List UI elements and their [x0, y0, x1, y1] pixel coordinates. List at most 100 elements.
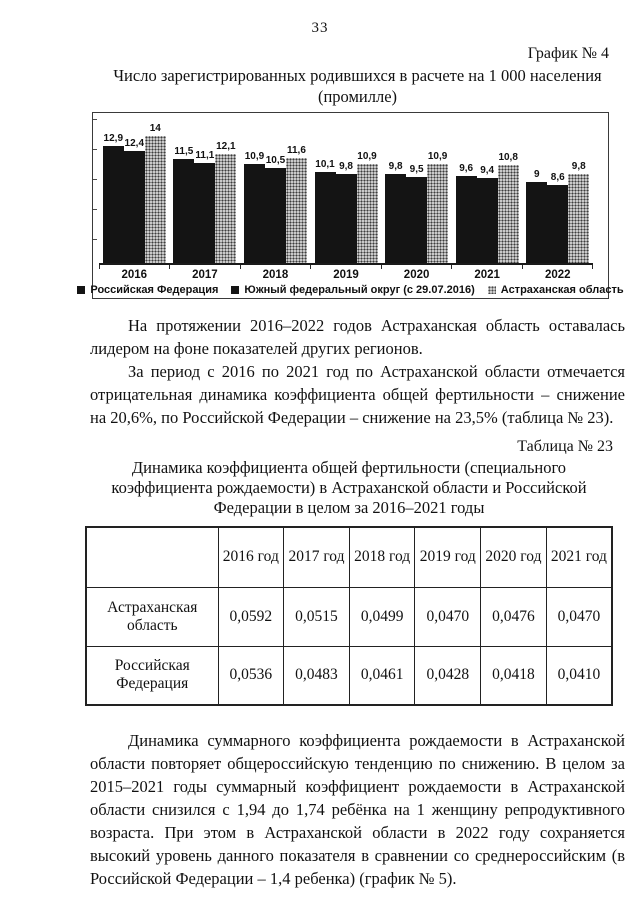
table-header-cell: 2018 год	[348, 526, 416, 588]
chart-legend: Российская Федерация Южный федеральный ок…	[77, 283, 624, 297]
page-number: 33	[311, 20, 329, 36]
table-cell: 0,0499	[348, 586, 416, 647]
chart-bar-wrap: 12,4	[123, 113, 145, 263]
chart-bar	[497, 165, 519, 263]
bar-value-label: 14	[149, 123, 161, 135]
chart-bar-wrap: 10,9	[243, 113, 265, 263]
bar-value-label: 10,9	[357, 151, 377, 163]
y-axis-ticks	[93, 119, 97, 265]
paragraph-fertility-decline: За период с 2016 по 2021 год по Астрахан…	[90, 362, 625, 427]
chart-bar-group: 9 8,6 9,8	[522, 113, 593, 263]
table-header-cell	[85, 526, 219, 588]
paragraph-total-fertility: Динамика суммарного коэффициента рождаем…	[90, 731, 625, 888]
table-header: 2016 год 2017 год 2018 год 2019 год 2020 год…	[85, 526, 613, 588]
table-cell: 0,0428	[414, 645, 482, 706]
bar-value-label: 12,4	[124, 137, 145, 149]
bar-value-label: 10,1	[315, 158, 335, 170]
x-axis-year-label: 2021	[474, 269, 500, 281]
chart-bar	[476, 177, 498, 263]
chart-bar-wrap: 9,8	[385, 113, 407, 263]
legend-marker-solid	[77, 286, 86, 294]
table-row: Астраханская область 0,0592 0,0515 0,0499 0,…	[85, 586, 613, 647]
bar-value-label: 10,9	[244, 151, 265, 163]
chart-bar	[385, 174, 407, 263]
table-row: Российская Федерация 0,0536 0,0483 0,0461 0,…	[85, 645, 613, 706]
chart-bar-wrap: 12,9	[102, 113, 124, 263]
paragraph-leader: На протяжении 2016–2022 годов Астраханск…	[90, 316, 625, 358]
chart-plot: 12,9 12,4 14 11,5 11,1 12,1 10,9 10,5 11,6 10,1 9,…	[99, 113, 593, 265]
chart-title: Число зарегистрированных родившихся в ра…	[113, 66, 602, 106]
chart-bar-group: 12,9 12,4 14	[99, 113, 170, 263]
legend-label: Российская Федерация	[90, 284, 219, 296]
chart-bar	[526, 181, 548, 263]
chart-bar	[547, 185, 569, 263]
x-axis-tick	[451, 265, 453, 269]
chart-bar	[144, 136, 166, 263]
legend-marker-speckled	[487, 286, 496, 294]
table-cell: 0,0592	[217, 586, 285, 647]
bar-value-label: 9,4	[480, 164, 495, 176]
table-cell: 0,0410	[545, 645, 613, 706]
table-cell: 0,0470	[414, 586, 482, 647]
chart-bar-group: 10,1 9,8 10,9	[311, 113, 382, 263]
birth-rate-bar-chart: 12,9 12,4 14 11,5 11,1 12,1 10,9 10,5 11,6 10,1 9,…	[77, 112, 624, 299]
chart-bar	[406, 177, 428, 263]
bar-value-label: 11,5	[174, 145, 194, 157]
chart-bar-wrap: 11,1	[194, 113, 216, 263]
chart-bar	[285, 158, 307, 263]
bar-value-label: 11,6	[286, 145, 306, 156]
legend-item: Южный федеральный округ (с 29.07.2016)	[231, 284, 475, 296]
chart-bar	[427, 164, 449, 263]
chart-bar	[173, 158, 195, 263]
x-axis-tick	[169, 265, 171, 269]
bar-value-label: 9,5	[409, 164, 424, 175]
chart-bar	[123, 150, 145, 263]
table-row-label: Российская Федерация	[85, 645, 219, 706]
chart-bar-wrap: 11,5	[173, 113, 195, 263]
legend-label: Южный федеральный округ (с 29.07.2016)	[244, 284, 475, 296]
bar-value-label: 9	[533, 168, 540, 180]
bar-value-label: 9,6	[459, 163, 474, 175]
x-axis-year-label: 2019	[333, 269, 359, 281]
chart-bar-group: 9,6 9,4 10,8	[452, 113, 523, 263]
legend-item: Российская Федерация	[77, 284, 218, 296]
chart-bar-group: 10,9 10,5 11,6	[240, 113, 311, 263]
chart-bar-wrap: 9,8	[568, 113, 590, 263]
x-axis-tick	[99, 265, 100, 269]
table-title: Динамика коэффициента общей фертильности…	[111, 458, 587, 517]
table-header-cell: 2016 год	[217, 526, 285, 588]
table-number-label: Таблица № 23	[517, 438, 613, 455]
bar-value-label: 12,9	[103, 133, 124, 145]
x-axis-year-label: 2018	[262, 269, 289, 281]
chart-bar	[215, 153, 237, 263]
chart-bar	[568, 174, 590, 263]
chart-bar-wrap: 14	[144, 113, 166, 263]
chart-bar-wrap: 10,5	[264, 113, 286, 263]
table-header-cell: 2017 год	[283, 526, 350, 588]
chart-bar	[455, 176, 477, 263]
fertility-coefficient-table: 2016 год 2017 год 2018 год 2019 год 2020 год…	[85, 526, 613, 706]
bar-value-label: 8,6	[550, 172, 565, 184]
chart-bar	[335, 174, 357, 263]
table-row-label: Астраханская область	[85, 586, 219, 647]
legend-item: Астраханская область	[487, 284, 624, 296]
table-cell: 0,0536	[217, 645, 285, 706]
bar-value-label: 9,8	[571, 161, 586, 173]
x-axis-year-label: 2022	[544, 269, 571, 281]
table-cell: 0,0470	[545, 586, 613, 647]
chart-bar	[264, 168, 286, 263]
chart-number-label: График № 4	[527, 45, 609, 62]
chart-bar-wrap: 12,1	[215, 113, 237, 263]
table-header-row: 2016 год 2017 год 2018 год 2019 год 2020 год…	[85, 526, 613, 588]
legend-label: Астраханская область	[500, 284, 624, 296]
bar-value-label: 11,1	[195, 149, 215, 161]
x-axis-year-labels: 2016 2017 2018 2019 2020 2021 2022	[99, 269, 593, 283]
chart-bar-wrap: 9,5	[406, 113, 428, 263]
chart-bar-wrap: 10,9	[427, 113, 449, 263]
x-axis-tick	[591, 265, 593, 269]
bar-value-label: 9,8	[339, 161, 353, 173]
chart-bar-group: 9,8 9,5 10,9	[381, 113, 452, 263]
bar-value-label: 12,1	[216, 140, 236, 152]
chart-bar-wrap: 10,8	[497, 113, 519, 263]
table-cell: 0,0483	[283, 645, 350, 706]
